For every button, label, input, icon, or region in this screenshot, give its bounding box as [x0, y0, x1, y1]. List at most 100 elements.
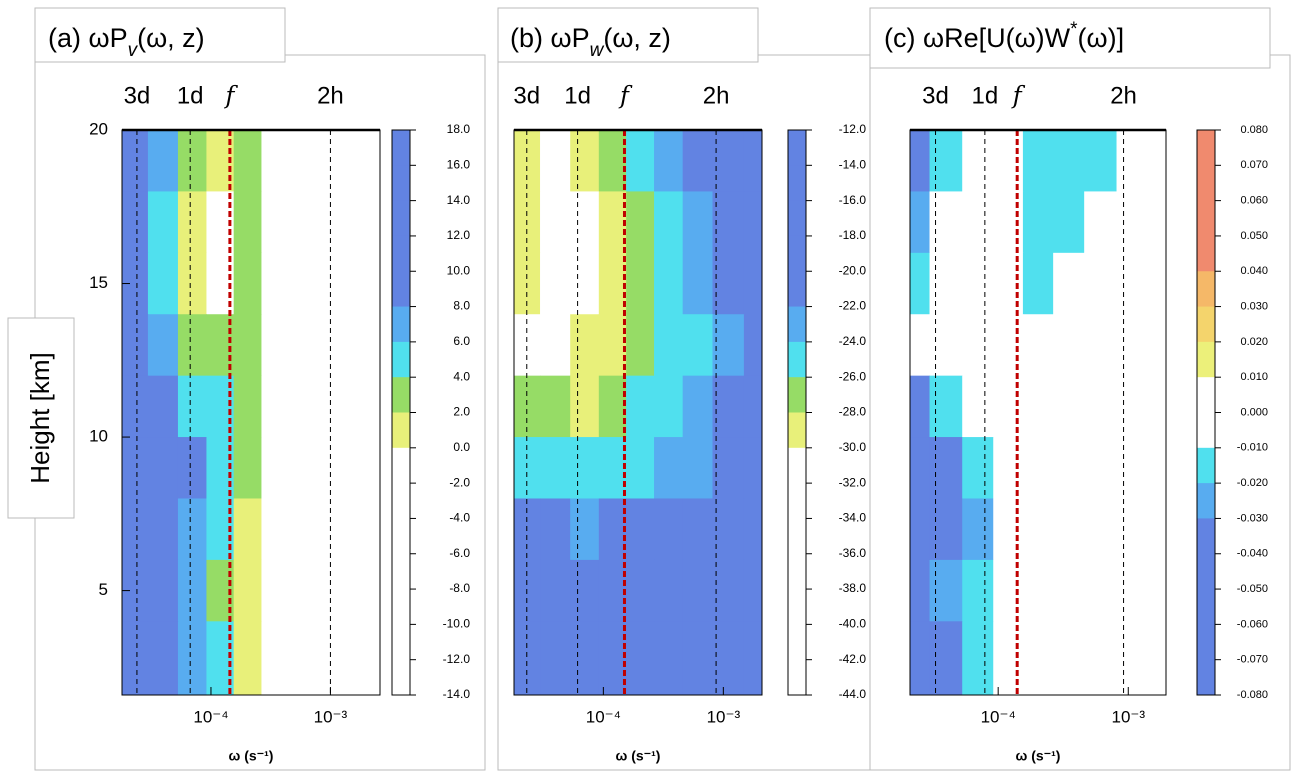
colorbar-label: -0.020 [1237, 477, 1268, 489]
field-cell [654, 621, 684, 696]
field-cell [1084, 252, 1118, 315]
field-cell [289, 375, 321, 438]
colorbar-band [1197, 200, 1215, 237]
field-cell [910, 498, 931, 561]
field-cell [177, 130, 207, 192]
field-cell [147, 314, 179, 377]
field-cell [626, 498, 655, 561]
field-cell [570, 252, 600, 315]
colorbar-label: 10.0 [447, 263, 471, 277]
x-tick-label: 10⁻⁴ [193, 707, 228, 726]
field-cell [177, 252, 207, 315]
field-cell [743, 559, 763, 622]
field-cell [654, 437, 684, 499]
colorbar-band [1197, 624, 1215, 661]
title-box [869, 7, 1271, 69]
field-cell [626, 621, 655, 696]
field-cell [962, 559, 994, 622]
colorbar-band [788, 518, 806, 555]
field-cell [654, 375, 684, 438]
colorbar-label: 0.000 [1240, 406, 1268, 418]
colorbar-band [392, 377, 410, 413]
colorbar-label: -0.040 [1237, 548, 1268, 560]
x-axis-label: ω (s⁻¹) [229, 748, 274, 764]
colorbar-band [1197, 659, 1215, 696]
colorbar-band [1197, 483, 1215, 519]
ylabel-box [7, 317, 75, 519]
field-cell [682, 621, 714, 696]
field-cell [1150, 498, 1167, 561]
field-cell [962, 498, 994, 561]
field-cell [147, 191, 179, 254]
period-label: 2h [703, 82, 730, 109]
colorbar-band [788, 165, 806, 202]
period-label: 3d [922, 82, 949, 109]
field-cell [177, 314, 207, 377]
field-cell [743, 130, 763, 192]
title-part: (ω)] [1078, 23, 1125, 53]
colorbar-label: -30.0 [839, 440, 867, 454]
title-part: (a) ωP [48, 23, 128, 53]
field-cell [654, 314, 684, 377]
field-cell [570, 498, 600, 561]
field-cell [682, 498, 714, 561]
field-cell [319, 252, 352, 315]
field-cell [654, 498, 684, 561]
field-cell [962, 191, 994, 254]
field-cell [1116, 559, 1152, 622]
field-cell [712, 252, 745, 315]
field-cell [147, 621, 179, 696]
colorbar-band [788, 377, 806, 413]
field-cell [540, 375, 571, 438]
field-cell [319, 191, 352, 254]
field-cell [962, 375, 994, 438]
colorbar-label: -26.0 [839, 369, 867, 383]
field-cell [993, 437, 1024, 499]
period-label: 3d [124, 82, 151, 109]
field-cell [682, 559, 714, 622]
period-label: 2h [317, 82, 344, 109]
colorbar-band [392, 130, 410, 166]
y-axis-label: Height [km] [25, 352, 55, 484]
field-cell [993, 130, 1024, 192]
colorbar-label: -32.0 [839, 475, 867, 489]
colorbar-label: -12.0 [839, 122, 867, 136]
colorbar-band [392, 624, 410, 661]
field-cell [929, 559, 963, 622]
colorbar-band [392, 553, 410, 590]
field-cell [626, 191, 655, 254]
field-cell [598, 437, 627, 499]
colorbar-label: -18.0 [839, 228, 867, 242]
field-cell [598, 130, 627, 192]
field-cell [319, 314, 352, 377]
field-cell [261, 375, 291, 438]
field-cell [626, 252, 655, 315]
field-cell [929, 621, 963, 696]
field-cell [962, 314, 994, 377]
panel-title: (c) ωRe[U(ω)W*(ω)] [884, 19, 1124, 54]
y-tick-label: 20 [89, 119, 108, 138]
colorbar-band [788, 412, 806, 449]
field-cell [570, 375, 600, 438]
field-cell [147, 437, 179, 499]
colorbar-band [392, 447, 410, 484]
field-cell [233, 130, 262, 192]
field-cell [1116, 498, 1152, 561]
field-cell [743, 621, 763, 696]
panel-title: (a) ωPv(ω, z) [48, 23, 205, 60]
field-cell [626, 314, 655, 377]
x-axis-label: ω (s⁻¹) [1016, 748, 1061, 764]
field-cell [598, 559, 627, 622]
colorbar-band [1197, 235, 1215, 272]
colorbar-band [392, 589, 410, 625]
colorbar-band [1197, 412, 1215, 449]
colorbar-band [392, 341, 410, 378]
field-cell [626, 559, 655, 622]
field-cell [350, 498, 381, 561]
field-cell [289, 437, 321, 499]
colorbar-band [392, 235, 410, 272]
field-cell [122, 191, 149, 254]
field-cell [350, 437, 381, 499]
colorbar-band [788, 447, 806, 484]
field-cell [1084, 191, 1118, 254]
